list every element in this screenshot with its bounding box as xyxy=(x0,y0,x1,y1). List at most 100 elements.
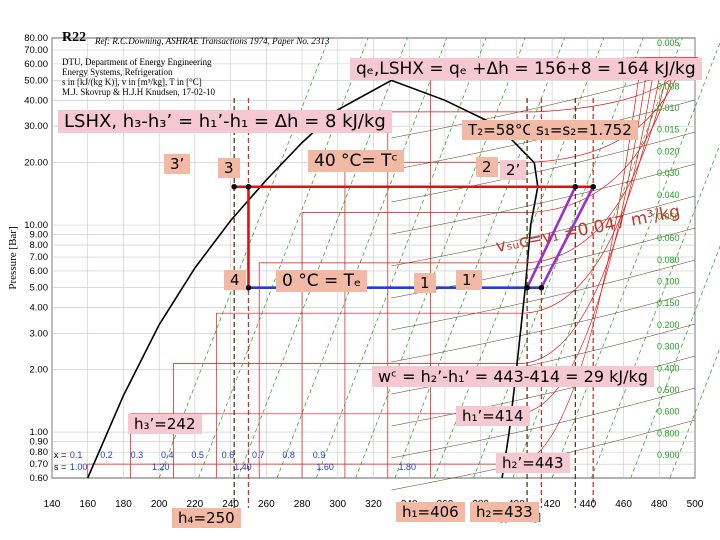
state-point xyxy=(572,183,579,190)
state-point xyxy=(245,183,252,190)
isentrope-line xyxy=(394,37,565,479)
state-label-2-prime: 2’ xyxy=(500,160,527,180)
isentrope-line xyxy=(316,37,487,479)
entropy-row-label: 1.60 xyxy=(316,462,334,472)
isochore-line xyxy=(391,163,696,235)
y-tick-label: 1.00 xyxy=(30,427,49,438)
quality-row-label: 0.2 xyxy=(100,450,113,460)
quality-row-label: 0.8 xyxy=(282,450,295,460)
x-tick-label: 240 xyxy=(222,499,239,510)
isotherm-line xyxy=(173,57,657,478)
x-tick-label: 140 xyxy=(44,499,61,510)
isentrope-line xyxy=(355,37,526,479)
chart-reference: Ref: R.C.Downing, ASHRAE Transactions 19… xyxy=(95,36,330,46)
state-point xyxy=(245,284,252,291)
credit-line-1: DTU, Department of Energy Engineering xyxy=(62,57,212,67)
state-point xyxy=(231,183,237,190)
y-tick-label: 10.00 xyxy=(24,220,48,231)
quality-row-label: 0.7 xyxy=(252,450,265,460)
volume-tick-label: 0.050 xyxy=(657,211,680,221)
y-tick-label: 80.00 xyxy=(24,33,48,44)
te-annotation: 0 °C = Tₑ xyxy=(276,270,368,292)
state-label-3: 3 xyxy=(218,158,240,178)
y-tick-label: 30.00 xyxy=(24,121,48,132)
state-label-3-prime: 3’ xyxy=(164,154,191,174)
entropy-row-label: 1.80 xyxy=(399,462,417,472)
h4-label: h₄=250 xyxy=(172,508,241,528)
entropy-row-label: 1.40 xyxy=(234,462,252,472)
volume-tick-label: 0.020 xyxy=(657,146,680,156)
volume-tick-label: 0.600 xyxy=(657,407,680,417)
y-tick-label: 60.00 xyxy=(24,59,48,70)
y-tick-label: 70.00 xyxy=(24,45,48,56)
state-point xyxy=(590,183,596,190)
volume-tick-label: 0.900 xyxy=(657,450,680,460)
quality-row-label: 0.1 xyxy=(70,450,83,460)
y-tick-label: 9.00 xyxy=(30,229,49,240)
state-label-1-prime: 1’ xyxy=(456,270,483,290)
x-tick-label: 320 xyxy=(365,499,382,510)
x-tick-label: 460 xyxy=(615,499,632,510)
y-tick-label: 8.00 xyxy=(30,240,49,251)
isotherm-line xyxy=(215,57,664,478)
y-tick-label: 40.00 xyxy=(24,95,48,106)
isochore-line xyxy=(391,131,696,203)
volume-tick-label: 0.100 xyxy=(657,277,680,287)
state-point xyxy=(524,284,530,291)
volume-tick-label: 0.030 xyxy=(657,168,680,178)
volume-tick-label: 0.150 xyxy=(657,298,680,308)
isentrope-line xyxy=(276,37,448,479)
volume-tick-label: 0.040 xyxy=(657,190,680,200)
compression-prime-line xyxy=(540,186,595,289)
x-tick-label: 480 xyxy=(651,499,668,510)
volume-tick-label: 0.010 xyxy=(657,103,680,113)
credit-line-3: s in [kJ/(kg K)], v in [m³/kg], T in [°C… xyxy=(62,77,202,87)
isentrope-line xyxy=(473,37,644,479)
isentrope-line xyxy=(630,245,720,479)
isentrope-line xyxy=(551,41,720,479)
x-tick-label: 500 xyxy=(687,499,704,510)
compression-line xyxy=(525,186,577,289)
isotherm-line xyxy=(258,57,671,478)
y-tick-label: 4.00 xyxy=(30,302,49,313)
x-tick-label: 220 xyxy=(187,499,204,510)
y-tick-label: 5.00 xyxy=(30,282,49,293)
lshx-annotation: LSHX, h₃-h₃’ = h₁’-h₁ = Δh = 8 kJ/kg xyxy=(58,110,392,133)
saturation-dome xyxy=(86,79,539,479)
state-label-4: 4 xyxy=(224,270,246,290)
volume-tick-label: 0.015 xyxy=(657,125,680,135)
s1s2-annotation: s₁=s₂=1.752 xyxy=(530,120,638,140)
volume-tick-label: 0.060 xyxy=(657,233,680,243)
h1-prime-label: h₁’=414 xyxy=(456,406,530,426)
h2-label: h₂=433 xyxy=(470,502,539,522)
entropy-row-label: s = xyxy=(54,462,66,472)
x-tick-label: 180 xyxy=(115,499,132,510)
y-tick-label: 3.00 xyxy=(30,328,49,339)
y-tick-label: 2.00 xyxy=(30,365,49,376)
isentrope-line xyxy=(591,143,720,479)
x-tick-label: 280 xyxy=(294,499,311,510)
qe-annotation: qₑ,LSHX = qₑ +Δh = 156+8 = 164 kJ/kg xyxy=(350,58,702,80)
y-tick-label: 0.60 xyxy=(30,473,49,484)
isochore-line xyxy=(391,195,696,267)
y-axis-label: Pressure [Bar] xyxy=(7,226,19,289)
quality-row-label: 0.5 xyxy=(191,450,204,460)
isochore-line xyxy=(391,387,696,459)
x-tick-label: 440 xyxy=(579,499,596,510)
volume-tick-label: 0.080 xyxy=(657,255,680,265)
isochore-line xyxy=(391,259,696,331)
credit-line-4: M.J. Skovrup & H.J.H Knudsen, 17-02-10 xyxy=(62,87,215,97)
isentrope-line xyxy=(669,347,720,479)
state-label-1: 1 xyxy=(414,273,436,293)
volume-tick-label: 0.200 xyxy=(657,320,680,330)
x-tick-label: 300 xyxy=(329,499,346,510)
isentrope-line xyxy=(433,37,605,479)
x-tick-label: 420 xyxy=(544,499,561,510)
x-tick-label: 200 xyxy=(151,499,168,510)
y-tick-label: 6.00 xyxy=(30,266,49,277)
entropy-row-label: 1.20 xyxy=(152,462,170,472)
t2-annotation: T₂=58°C xyxy=(462,120,539,140)
quality-row-label: 0.4 xyxy=(161,450,174,460)
chart-title: R22 xyxy=(62,30,87,45)
isochore-line xyxy=(391,355,696,427)
